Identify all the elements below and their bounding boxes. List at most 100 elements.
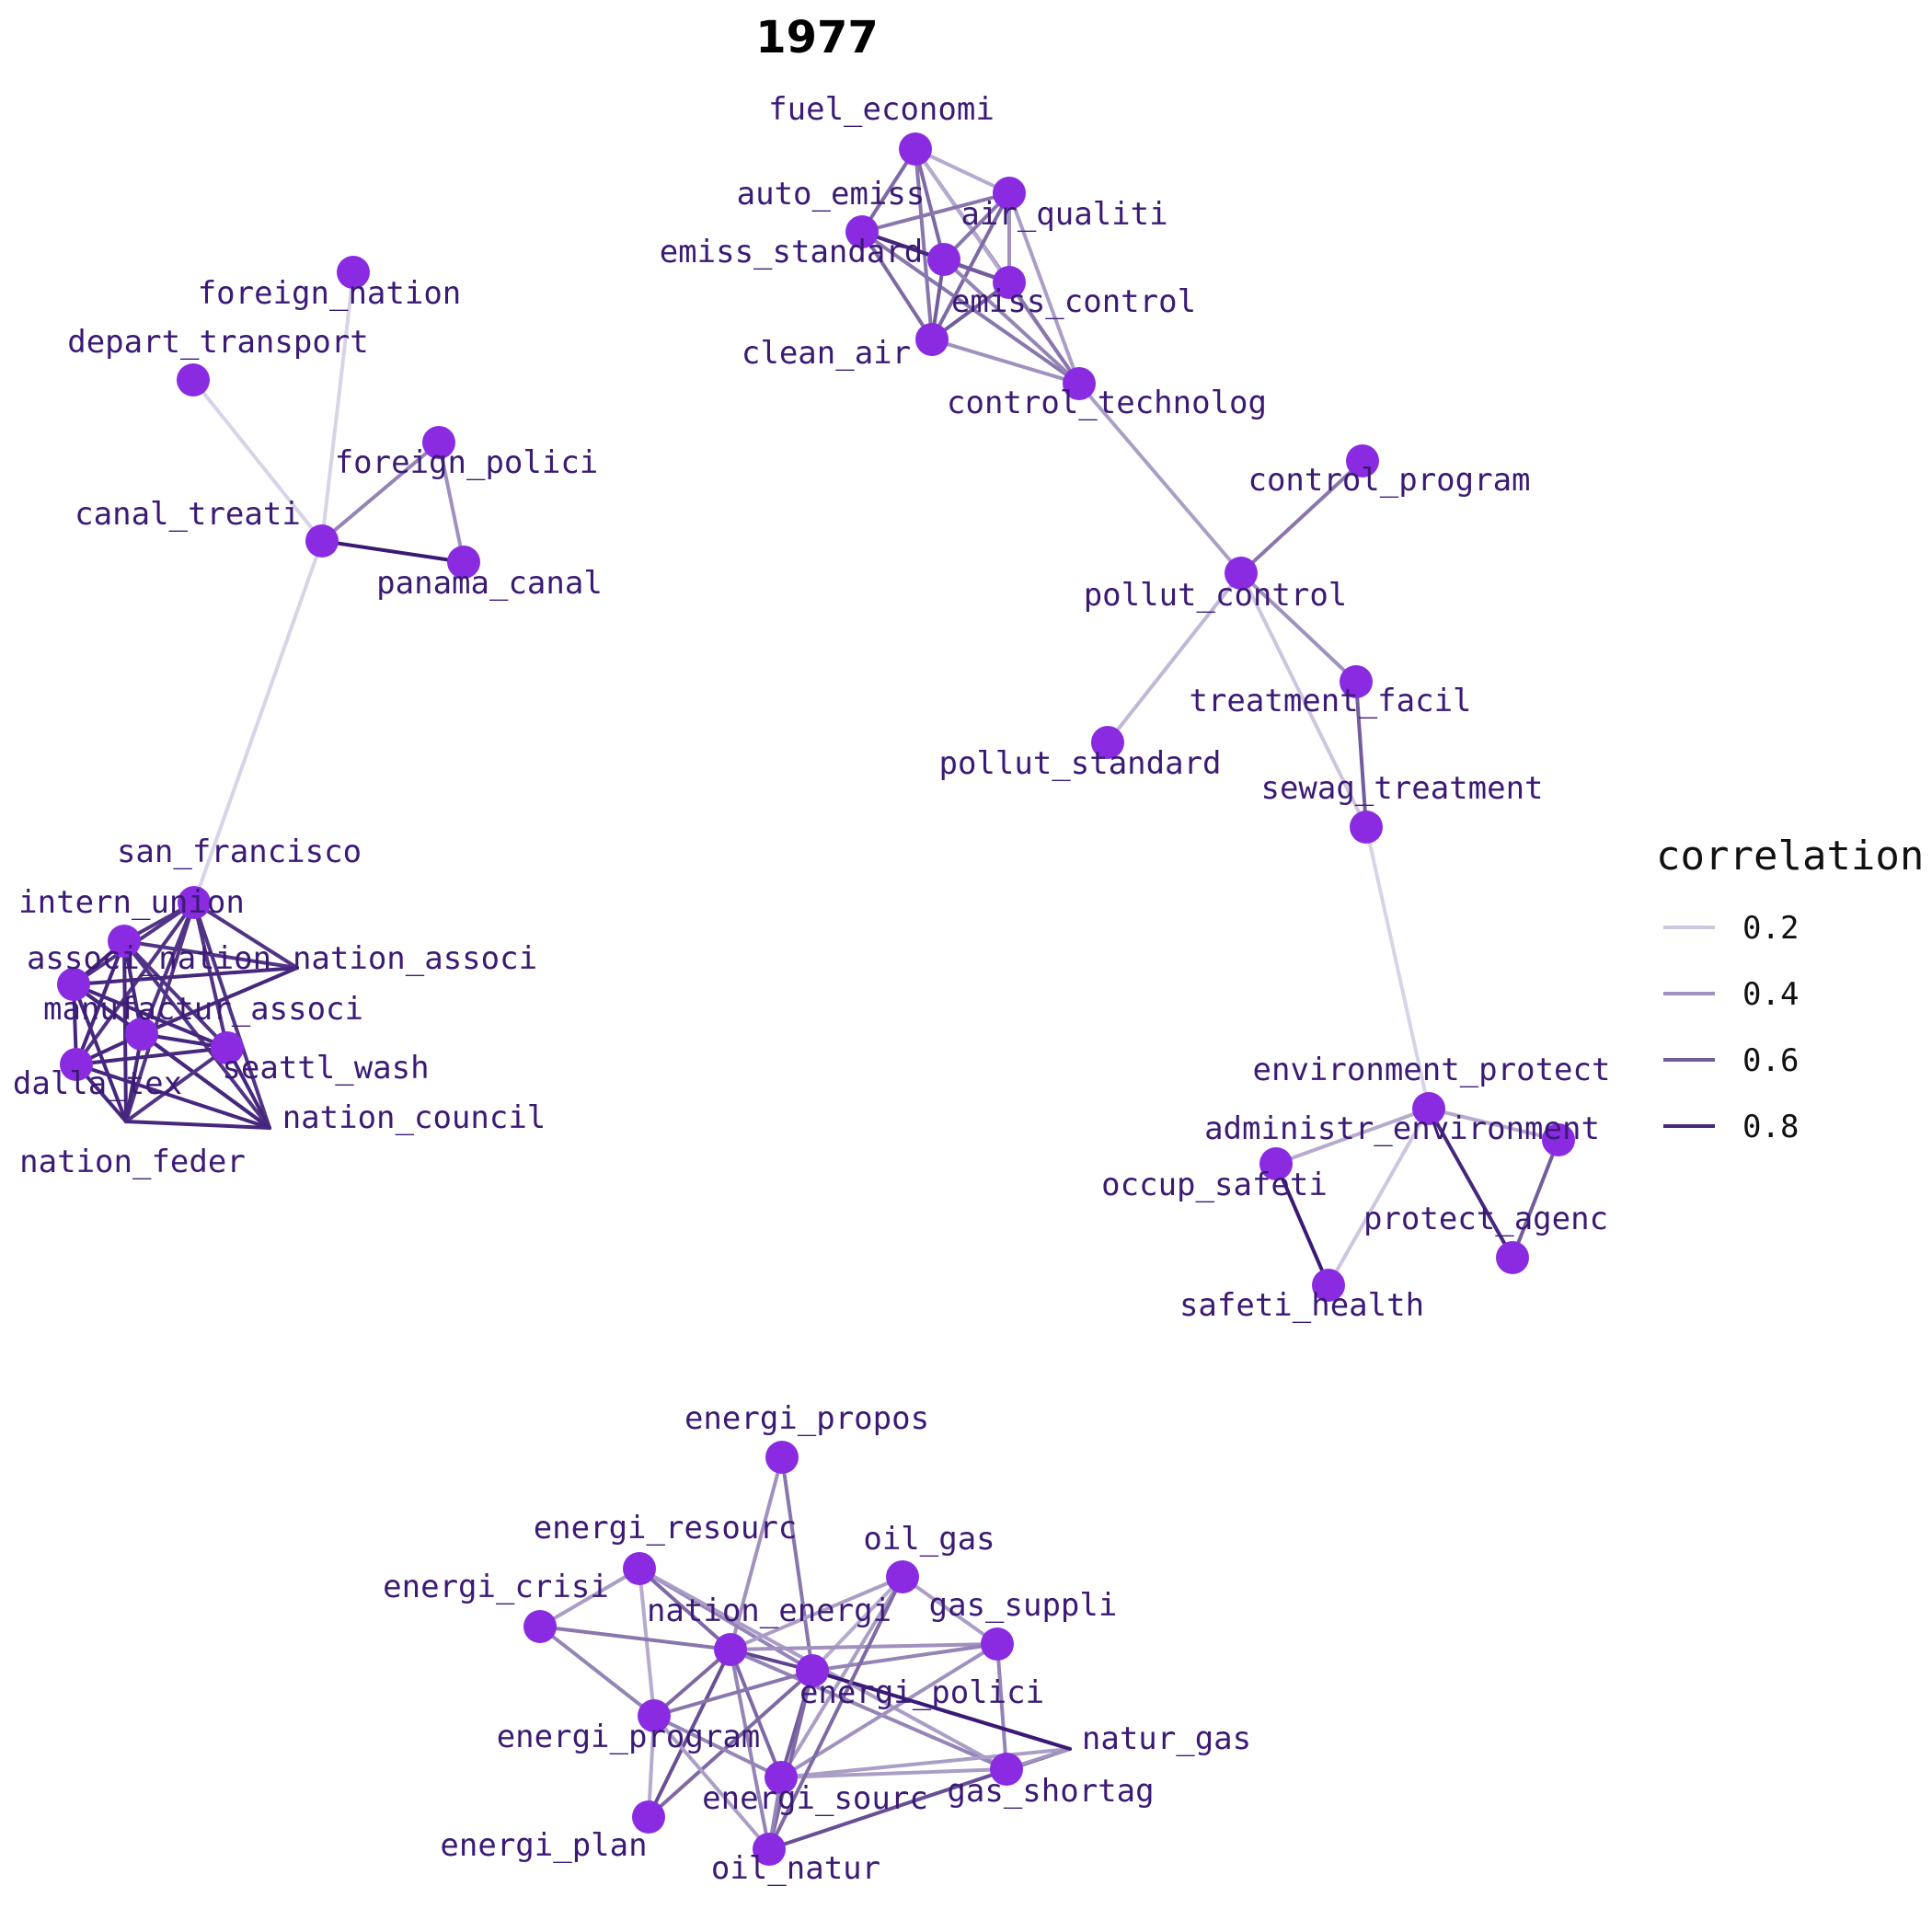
edge-air_qualiti-clean_air bbox=[930, 191, 1011, 341]
node-label-nation_feder: nation_feder bbox=[19, 1144, 246, 1180]
legend-items: 0.2 0.4 0.6 0.8 bbox=[1663, 910, 1799, 1145]
edge-canal_treati-panama_canal bbox=[320, 539, 466, 564]
edge-control_program-pollut_control bbox=[1239, 459, 1364, 575]
node-label-energi_crisi: energi_crisi bbox=[383, 1569, 609, 1605]
edge-energi_polici-energi_program bbox=[652, 1669, 814, 1718]
edge-energi_propos-nation_energi bbox=[729, 1455, 784, 1651]
node-label-pollut_standard: pollut_standard bbox=[938, 745, 1221, 782]
node-label-energi_plan: energi_plan bbox=[440, 1827, 647, 1864]
edge-foreign_polici-panama_canal bbox=[437, 441, 466, 564]
node-label-energi_polici: energi_polici bbox=[799, 1674, 1044, 1711]
edge-nation_energi-oil_natur bbox=[729, 1648, 771, 1851]
edge-fuel_economi-clean_air bbox=[914, 147, 934, 341]
node-label-oil_gas: oil_gas bbox=[863, 1521, 995, 1558]
node-label-san_francisco: san_francisco bbox=[117, 834, 362, 870]
edge-san_francisco-dalla_tex bbox=[75, 901, 196, 1066]
node-label-treatment_facil: treatment_facil bbox=[1189, 683, 1471, 719]
edge-energi_crisi-energi_program bbox=[538, 1625, 656, 1718]
node-label-energi_program: energi_program bbox=[497, 1719, 761, 1755]
node-foreign_nation bbox=[337, 256, 370, 289]
node-label-nation_council: nation_council bbox=[282, 1099, 546, 1136]
edge-associ_nation-seattl_wash bbox=[72, 983, 229, 1050]
edge-oil_gas-energi_sourc bbox=[779, 1575, 904, 1779]
node-administr_environment bbox=[1542, 1123, 1575, 1156]
node-label-air_qualiti: air_qualiti bbox=[960, 196, 1167, 233]
edge-seattl_wash-dalla_tex bbox=[75, 1046, 229, 1066]
edge-energi_polici-energi_plan bbox=[647, 1669, 814, 1819]
edge-oil_gas-nation_energi bbox=[729, 1575, 904, 1651]
edges-layer bbox=[72, 147, 1560, 1851]
edge-natur_gas-energi_polici bbox=[811, 1669, 1072, 1751]
node-energi_plan bbox=[632, 1800, 665, 1834]
node-label-auto_emiss: auto_emiss bbox=[737, 176, 926, 213]
edge-san_francisco-nation_associ bbox=[192, 901, 299, 970]
edge-oil_gas-gas_suppli bbox=[901, 1575, 999, 1646]
node-label-intern_union: intern_union bbox=[18, 884, 245, 921]
node-label-pollut_control: pollut_control bbox=[1084, 577, 1348, 614]
edge-nation_feder-nation_council bbox=[124, 1120, 271, 1130]
edge-auto_emiss-air_qualiti bbox=[860, 191, 1011, 234]
node-dalla_tex bbox=[60, 1048, 93, 1081]
node-depart_transport bbox=[177, 363, 210, 397]
edge-nation_energi-energi_sourc bbox=[729, 1648, 783, 1779]
node-label-manufactur_associ: manufactur_associ bbox=[43, 991, 363, 1028]
node-treatment_facil bbox=[1340, 665, 1373, 698]
legend: correlation 0.2 0.4 0.6 0.8 bbox=[1656, 833, 1924, 1145]
node-energi_crisi bbox=[523, 1610, 557, 1643]
edge-environment_protect-safeti_health bbox=[1327, 1107, 1431, 1287]
node-label-nation_associ: nation_associ bbox=[293, 940, 537, 977]
edge-energi_crisi-nation_energi bbox=[538, 1625, 732, 1651]
node-label-occup_safeti: occup_safeti bbox=[1101, 1167, 1328, 1203]
node-pollut_standard bbox=[1091, 726, 1124, 759]
edge-oil_gas-energi_polici bbox=[811, 1575, 904, 1673]
node-oil_natur bbox=[753, 1833, 786, 1866]
edge-air_qualiti-control_technolog bbox=[1007, 191, 1081, 385]
labels-layer: fuel_economi auto_emiss air_qualiti emiss_s… bbox=[13, 91, 1611, 1887]
node-label-associ_nation: associ_nation bbox=[27, 940, 271, 977]
node-pollut_control bbox=[1225, 557, 1258, 590]
diagram-title: 1977 bbox=[755, 12, 879, 63]
node-label-oil_natur: oil_natur bbox=[711, 1850, 880, 1887]
node-label-emiss_standard: emiss_standard bbox=[660, 234, 924, 270]
edge-occup_safeti-safeti_health bbox=[1274, 1162, 1330, 1287]
legend-title: correlation bbox=[1656, 833, 1924, 880]
edge-pollut_control-pollut_standard bbox=[1106, 571, 1243, 744]
edge-energi_resourc-nation_energi bbox=[638, 1567, 732, 1651]
edge-canal_treati-san_francisco bbox=[192, 539, 324, 904]
node-label-foreign_nation: foreign_nation bbox=[198, 275, 462, 312]
edge-emiss_control-control_technolog bbox=[1007, 281, 1081, 385]
node-san_francisco bbox=[178, 886, 211, 919]
edge-treatment_facil-sewag_treatment bbox=[1354, 680, 1368, 829]
node-label-natur_gas: natur_gas bbox=[1082, 1720, 1251, 1757]
legend-label-0.6: 0.6 bbox=[1742, 1042, 1799, 1079]
node-energi_sourc bbox=[765, 1761, 798, 1794]
node-label-depart_transport: depart_transport bbox=[67, 324, 369, 361]
node-control_program bbox=[1346, 444, 1379, 477]
node-protect_agenc bbox=[1496, 1241, 1529, 1274]
node-fuel_economi bbox=[899, 132, 932, 166]
node-manufactur_associ bbox=[125, 1018, 158, 1051]
node-seattl_wash bbox=[211, 1031, 244, 1064]
node-energi_resourc bbox=[623, 1552, 656, 1585]
node-label-panama_canal: panama_canal bbox=[376, 565, 603, 602]
node-label-protect_agenc: protect_agenc bbox=[1363, 1201, 1608, 1237]
edge-nation_energi-gas_suppli bbox=[729, 1642, 999, 1651]
edge-foreign_polici-canal_treati bbox=[320, 441, 441, 543]
node-label-control_technolog: control_technolog bbox=[947, 385, 1267, 421]
edge-administr_environment-protect_agenc bbox=[1511, 1138, 1560, 1259]
edge-dalla_tex-nation_council bbox=[75, 1063, 271, 1130]
edge-nation_energi-energi_program bbox=[652, 1648, 732, 1718]
node-energi_propos bbox=[765, 1441, 799, 1474]
edge-associ_nation-nation_associ bbox=[72, 966, 299, 986]
edge-intern_union-seattl_wash bbox=[122, 939, 229, 1050]
edge-energi_polici-gas_suppli bbox=[811, 1642, 999, 1673]
node-canal_treati bbox=[305, 524, 339, 558]
node-label-administr_environment: administr_environment bbox=[1204, 1110, 1600, 1147]
node-label-seattl_wash: seattl_wash bbox=[222, 1050, 429, 1087]
legend-label-0.4: 0.4 bbox=[1742, 976, 1799, 1013]
edge-manufactur_associ-nation_council bbox=[140, 1032, 271, 1130]
edge-seattl_wash-nation_feder bbox=[124, 1046, 229, 1123]
edge-sewag_treatment-environment_protect bbox=[1364, 825, 1431, 1110]
edge-energi_program-energi_sourc bbox=[652, 1714, 783, 1779]
